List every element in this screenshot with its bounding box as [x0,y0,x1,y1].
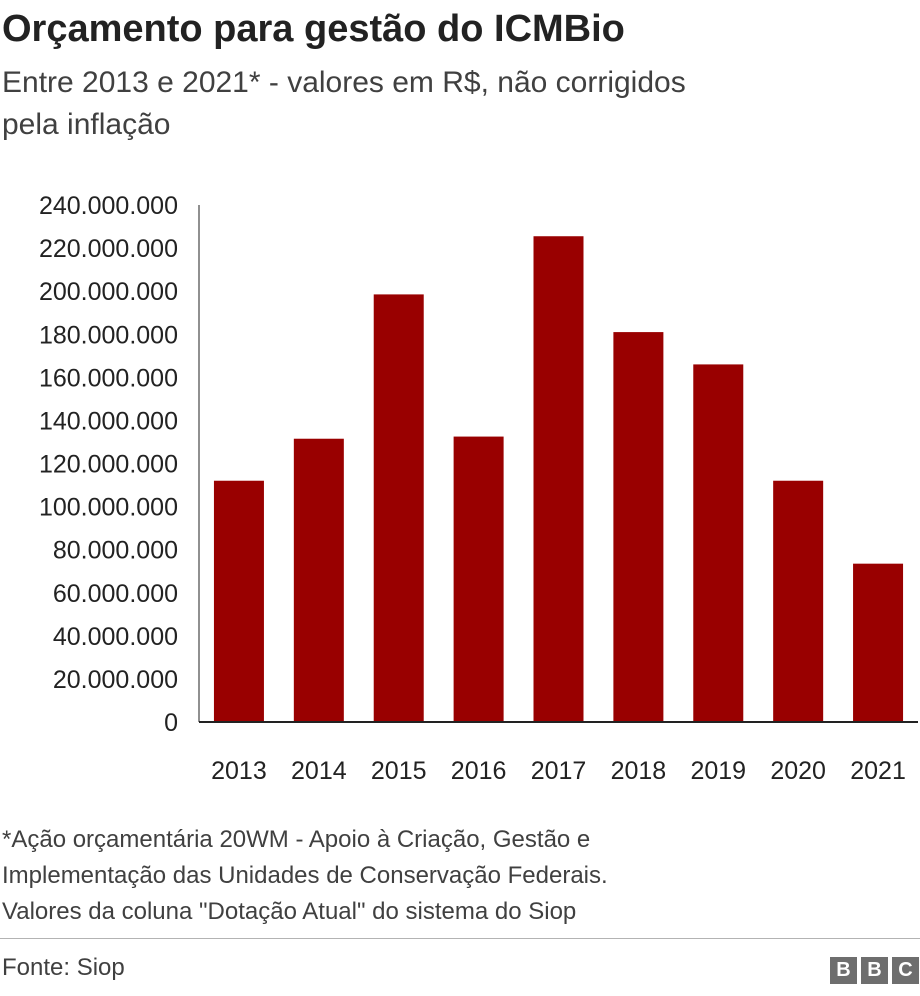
chart-title: Orçamento para gestão do ICMBio [2,8,625,50]
footnote: *Ação orçamentária 20WM - Apoio à Criaçã… [2,822,917,930]
bar-2013 [213,480,264,722]
y-tick-label: 200.000.000 [39,278,178,306]
y-tick-label: 60.000.000 [53,580,178,608]
x-tick-label: 2020 [770,757,826,785]
chart-subtitle: Entre 2013 e 2021* - valores em R$, não … [2,62,917,146]
bar-2014 [293,438,344,722]
logo-letter-c: C [892,957,919,984]
bar-2020 [773,480,824,722]
y-tick-label: 100.000.000 [39,494,178,522]
source-label: Fonte: Siop [2,954,125,981]
y-tick-label: 220.000.000 [39,235,178,263]
y-tick-label: 180.000.000 [39,321,178,349]
subtitle-line-2: pela inflação [2,108,171,141]
x-tick-label: 2014 [291,757,347,785]
bar-2018 [613,332,664,722]
y-tick-label: 140.000.000 [39,407,178,435]
bar-chart: 0 20.000.000 40.000.000 60.000.000 80.000.00… [39,192,918,785]
y-tick-label: 160.000.000 [39,364,178,392]
x-tick-label: 2017 [531,757,587,785]
bar-2019 [693,364,744,722]
y-tick-label: 20.000.000 [53,666,178,694]
bar-2021 [853,563,904,722]
bar-2016 [453,436,504,722]
y-tick-label: 120.000.000 [39,451,178,479]
y-tick-label: 0 [164,709,178,737]
footnote-line-1: *Ação orçamentária 20WM - Apoio à Criaçã… [2,826,591,853]
footnote-line-2: Implementação das Unidades de Conservaçã… [2,862,608,889]
bbc-logo: B B C [830,957,919,984]
x-tick-label: 2013 [211,757,267,785]
footer-divider [0,938,920,939]
footnote-line-3: Valores da coluna "Dotação Atual" do sis… [2,898,577,925]
x-tick-label: 2021 [850,757,906,785]
logo-letter-b2: B [861,957,888,984]
y-tick-label: 40.000.000 [53,623,178,651]
x-tick-label: 2016 [451,757,507,785]
x-tick-label: 2018 [611,757,667,785]
y-tick-label: 80.000.000 [53,537,178,565]
subtitle-line-1: Entre 2013 e 2021* - valores em R$, não … [2,66,686,99]
bar-2017 [533,236,584,722]
x-tick-label: 2015 [371,757,427,785]
logo-letter-b1: B [830,957,857,984]
bar-2015 [373,294,424,722]
y-tick-label: 240.000.000 [39,192,178,220]
x-tick-label: 2019 [690,757,746,785]
